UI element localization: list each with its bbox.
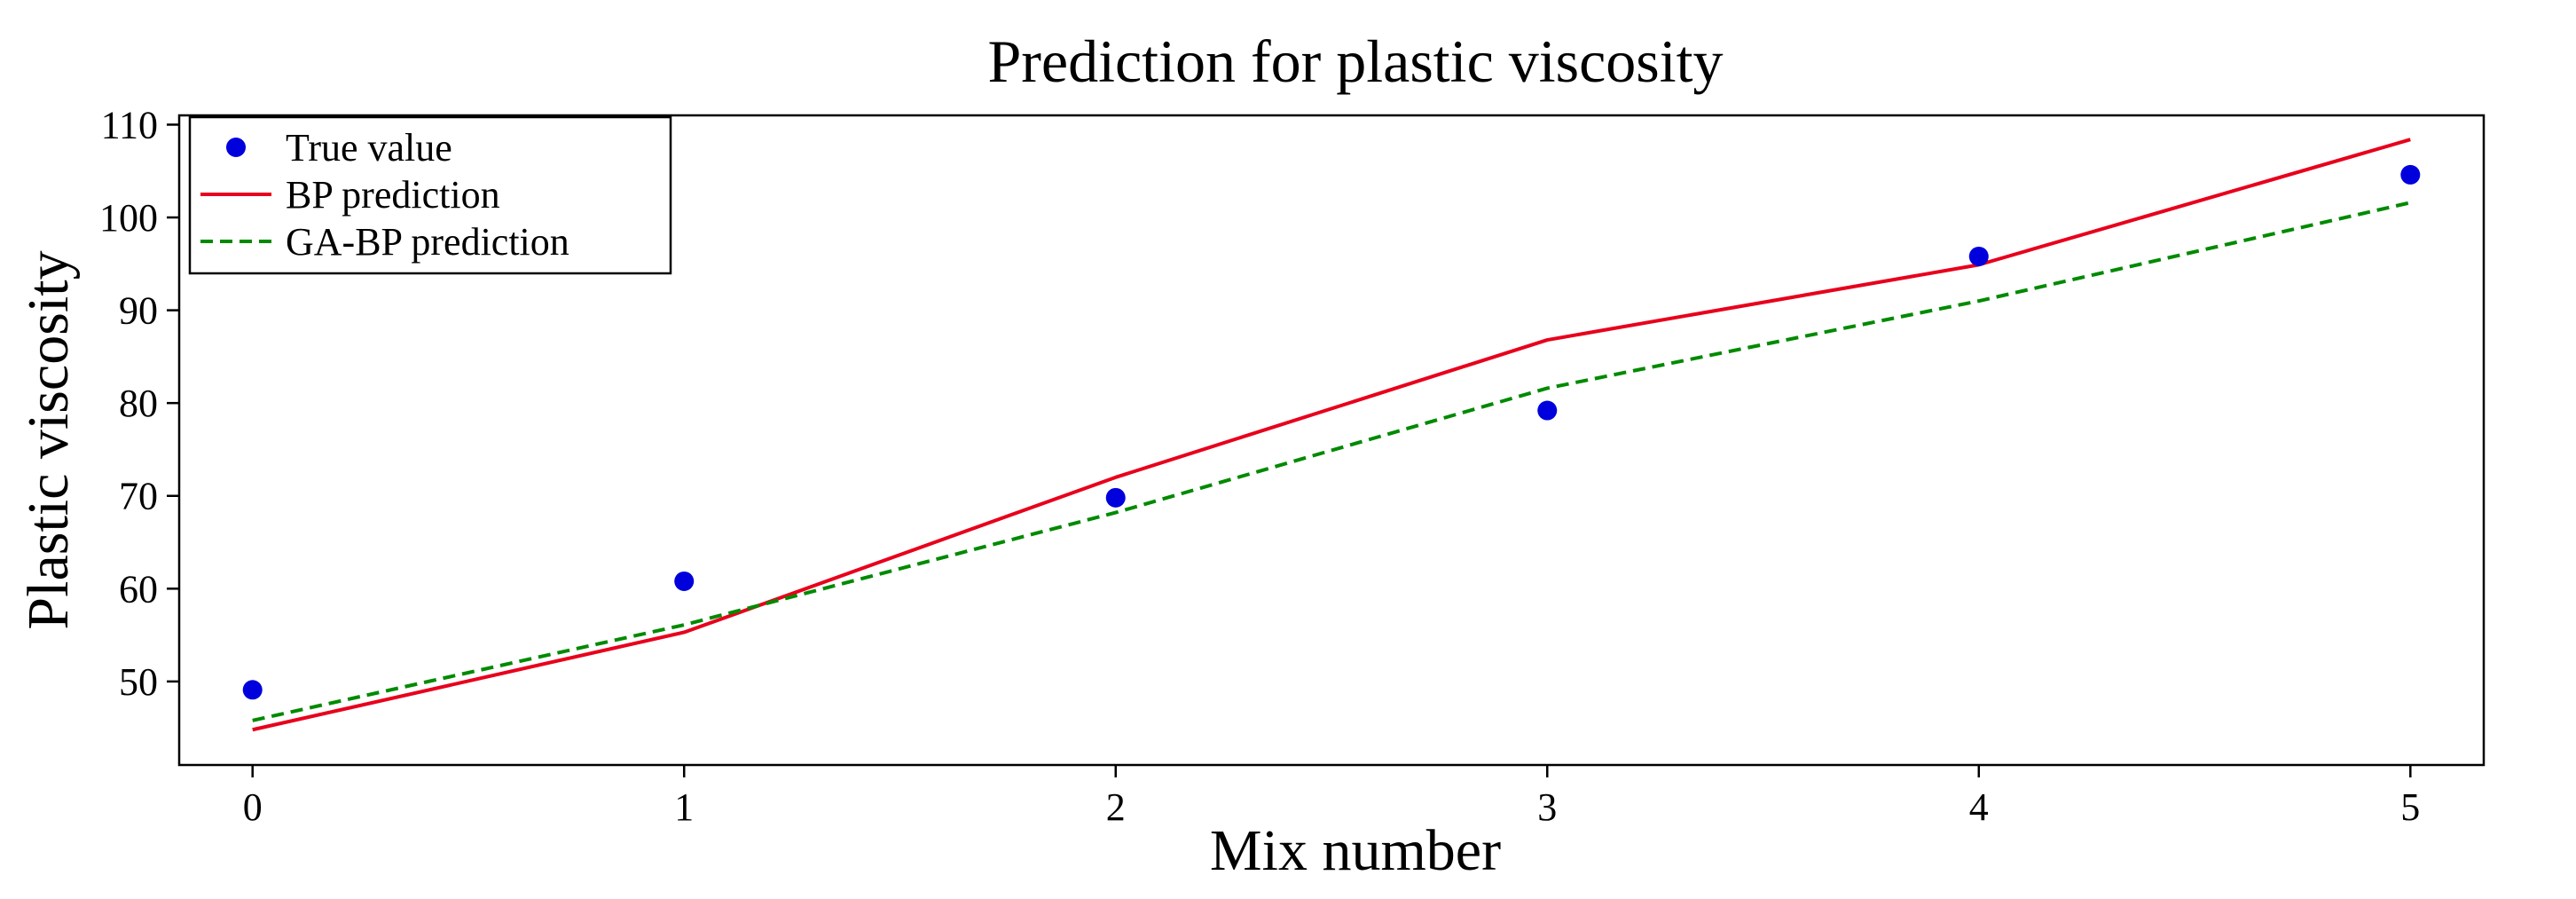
y-tick-label: 70 bbox=[119, 475, 158, 518]
true-value-point bbox=[1968, 246, 1989, 266]
y-tick-label: 80 bbox=[119, 382, 158, 425]
y-axis-label: Plastic viscosity bbox=[16, 250, 81, 629]
bp-prediction-line bbox=[252, 138, 2411, 732]
y-tick-label: 90 bbox=[119, 289, 158, 333]
x-tick-label: 4 bbox=[1969, 785, 1989, 829]
legend-label: BP prediction bbox=[286, 173, 500, 217]
true-value-point bbox=[242, 680, 263, 700]
true-value-point bbox=[2400, 164, 2421, 185]
chart-title: Prediction for plastic viscosity bbox=[987, 28, 1723, 95]
y-tick-label: 110 bbox=[101, 103, 158, 146]
true-value-point bbox=[1537, 400, 1558, 421]
legend-label: True value bbox=[286, 126, 452, 170]
x-tick-label: 0 bbox=[243, 785, 263, 829]
x-axis: 0 1 2 3 4 5 bbox=[243, 765, 2420, 829]
x-axis-label: Mix number bbox=[1210, 818, 1501, 883]
x-tick-label: 1 bbox=[674, 785, 694, 829]
y-tick-label: 100 bbox=[99, 196, 158, 240]
y-axis: 50 60 70 80 90 100 110 bbox=[99, 103, 179, 704]
x-tick-label: 5 bbox=[2400, 785, 2420, 829]
plot-frame bbox=[177, 114, 2486, 767]
legend-marker-true-value bbox=[226, 138, 246, 157]
legend-label: GA-BP prediction bbox=[286, 220, 569, 264]
x-tick-label: 3 bbox=[1537, 785, 1557, 829]
ga-bp-prediction-line bbox=[252, 201, 2411, 722]
plot-area bbox=[242, 138, 2421, 732]
x-tick-label: 2 bbox=[1106, 785, 1126, 829]
y-tick-label: 50 bbox=[119, 660, 158, 704]
true-value-point bbox=[1105, 487, 1126, 508]
true-value-point bbox=[674, 571, 695, 591]
y-tick-label: 60 bbox=[119, 567, 158, 611]
